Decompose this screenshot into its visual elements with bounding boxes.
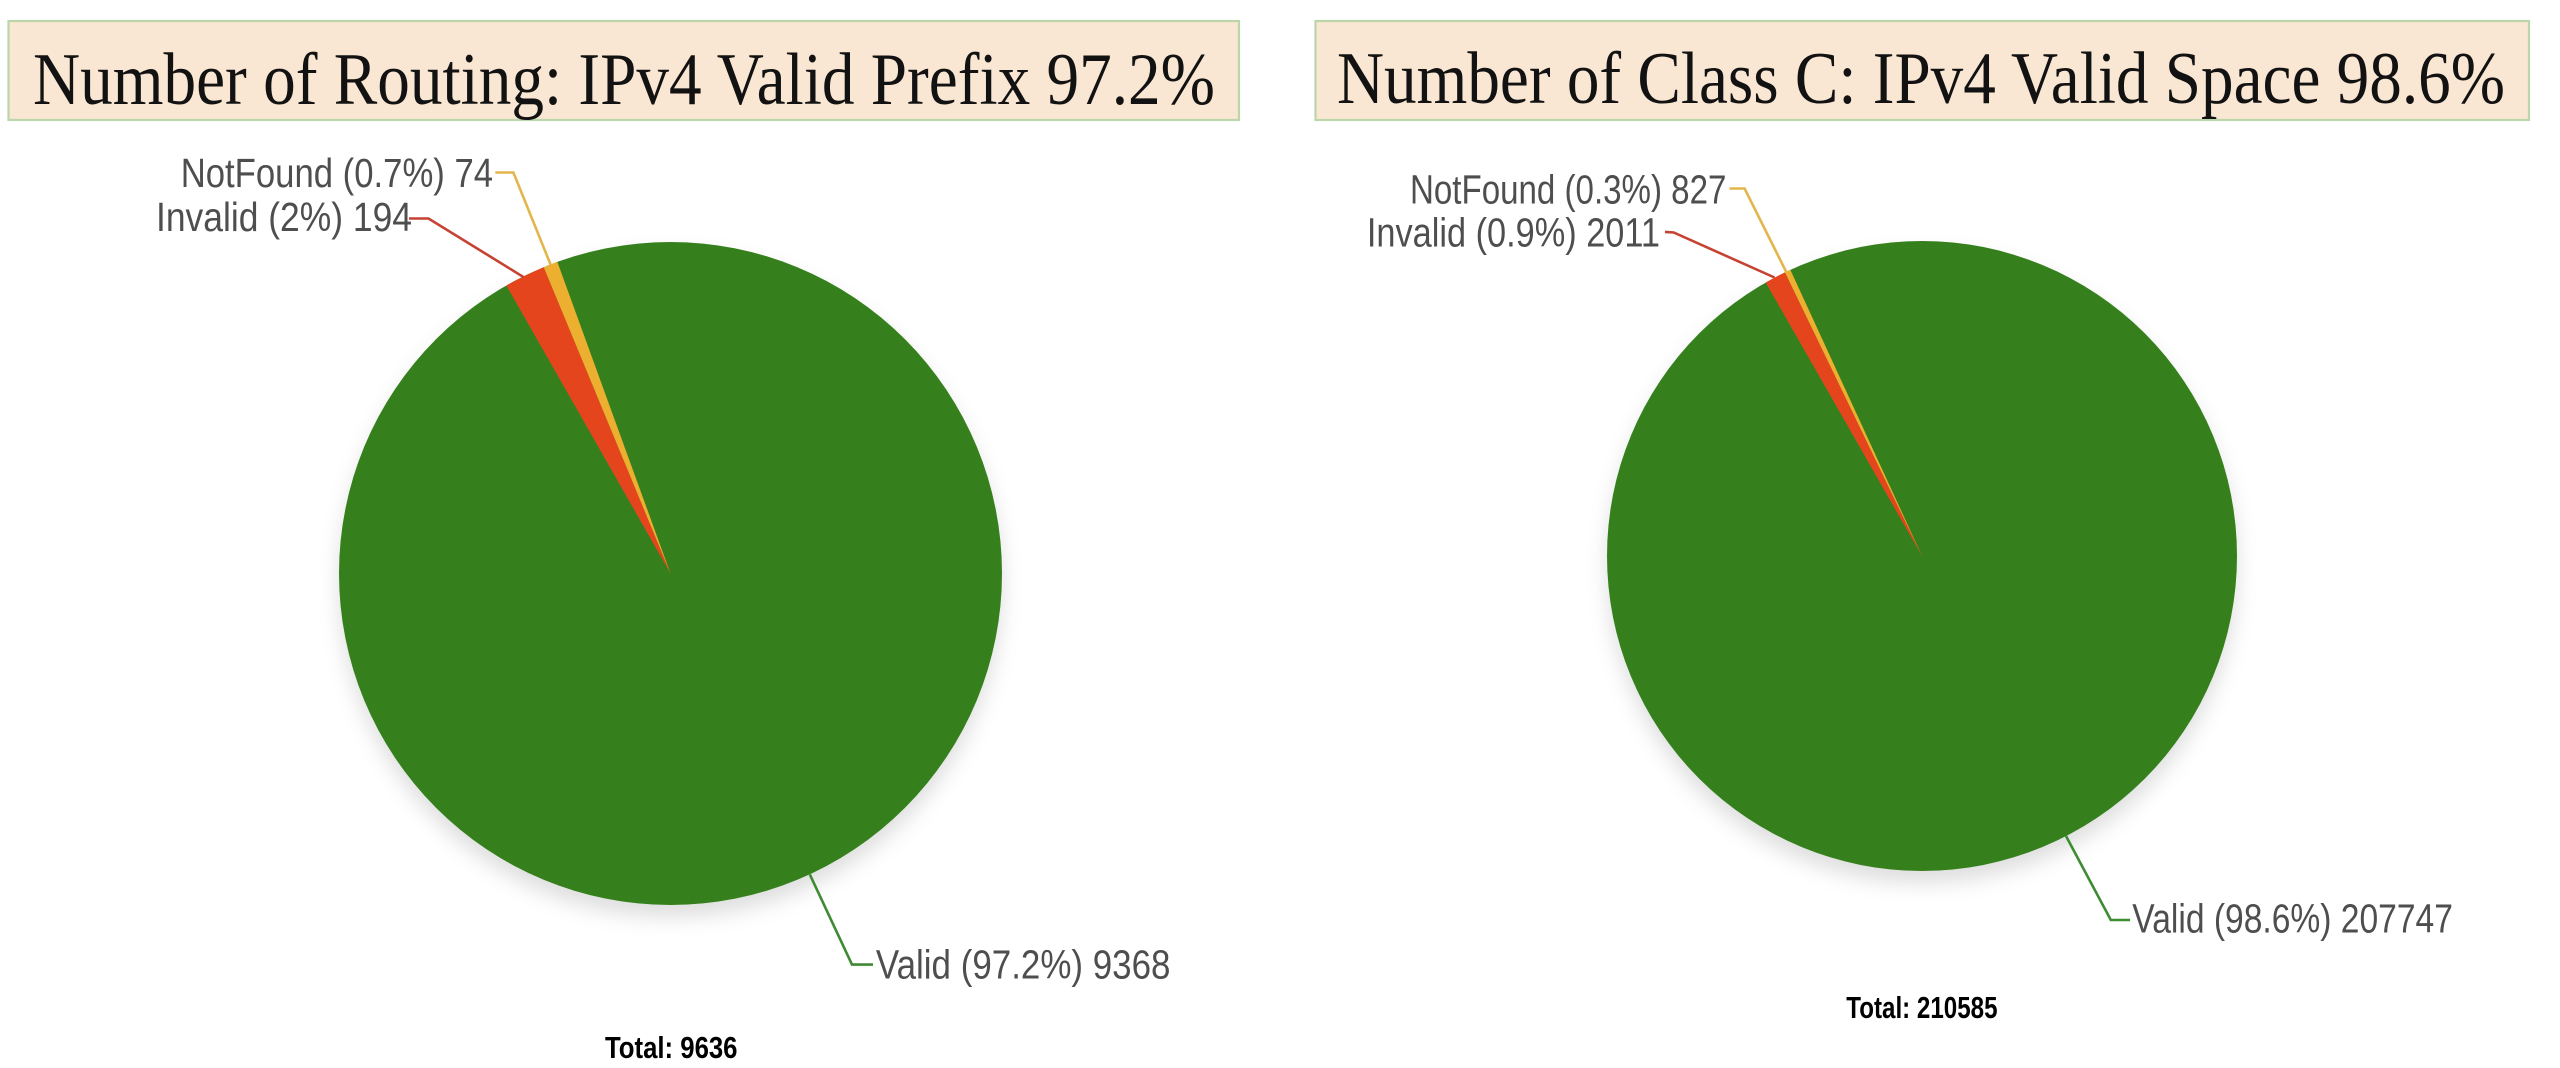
svg-text:NotFound (0.7%) 74: NotFound (0.7%) 74 <box>181 150 493 196</box>
svg-text:Total: 9636: Total: 9636 <box>605 1031 738 1065</box>
svg-text:Valid (97.2%) 9368: Valid (97.2%) 9368 <box>876 942 1171 988</box>
svg-text:Number of Class C: IPv4 Valid: Number of Class C: IPv4 Valid Space 98.6… <box>1337 38 2505 120</box>
svg-text:Invalid (2%) 194: Invalid (2%) 194 <box>156 194 412 240</box>
svg-text:Number of Routing: IPv4 Valid: Number of Routing: IPv4 Valid Prefix 97.… <box>33 39 1215 121</box>
svg-text:Total: 210585: Total: 210585 <box>1846 991 1997 1025</box>
svg-text:NotFound (0.3%) 827: NotFound (0.3%) 827 <box>1410 166 1726 212</box>
svg-text:Invalid (0.9%) 2011: Invalid (0.9%) 2011 <box>1367 209 1660 255</box>
svg-text:Valid (98.6%) 207747: Valid (98.6%) 207747 <box>2132 896 2453 942</box>
